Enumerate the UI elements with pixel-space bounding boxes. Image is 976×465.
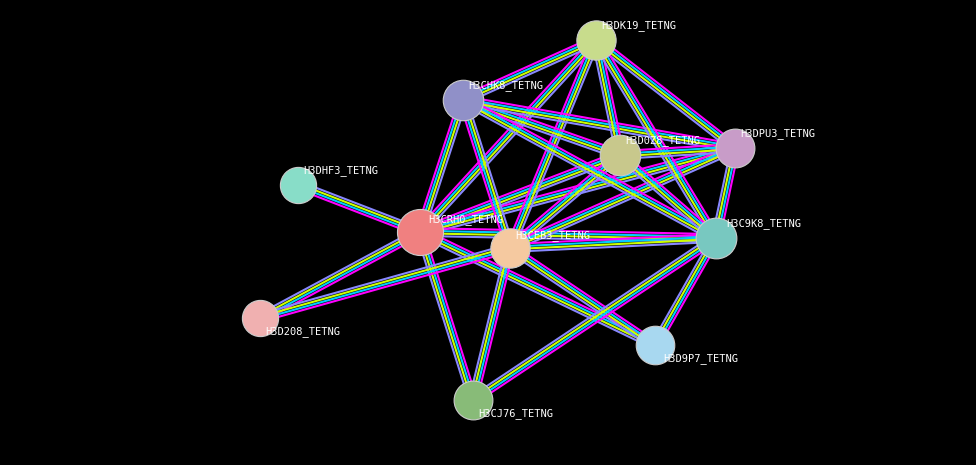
Point xyxy=(252,314,267,322)
Text: H3CEB3_TETNG: H3CEB3_TETNG xyxy=(515,231,590,241)
Point xyxy=(612,151,628,159)
Point xyxy=(589,36,604,44)
Text: H3CHK8_TETNG: H3CHK8_TETNG xyxy=(468,80,543,92)
Point xyxy=(727,144,743,152)
Point xyxy=(503,244,518,252)
Point xyxy=(709,234,724,242)
Text: H3D9P7_TETNG: H3D9P7_TETNG xyxy=(663,353,738,365)
Point xyxy=(412,228,427,236)
Point xyxy=(647,341,663,349)
Point xyxy=(455,96,470,104)
Text: H3C9K8_TETNG: H3C9K8_TETNG xyxy=(726,219,801,229)
Text: H3D208_TETNG: H3D208_TETNG xyxy=(265,326,340,338)
Text: H3DPU3_TETNG: H3DPU3_TETNG xyxy=(740,128,815,140)
Text: H3DK19_TETNG: H3DK19_TETNG xyxy=(601,20,676,32)
Text: H3D0Z8_TETNG: H3D0Z8_TETNG xyxy=(625,135,700,146)
Text: H3CRH0_TETNG: H3CRH0_TETNG xyxy=(428,214,503,226)
Point xyxy=(290,181,305,189)
Point xyxy=(466,396,481,404)
Text: H3CJ76_TETNG: H3CJ76_TETNG xyxy=(478,409,553,419)
Text: H3DHF3_TETNG: H3DHF3_TETNG xyxy=(303,166,378,176)
